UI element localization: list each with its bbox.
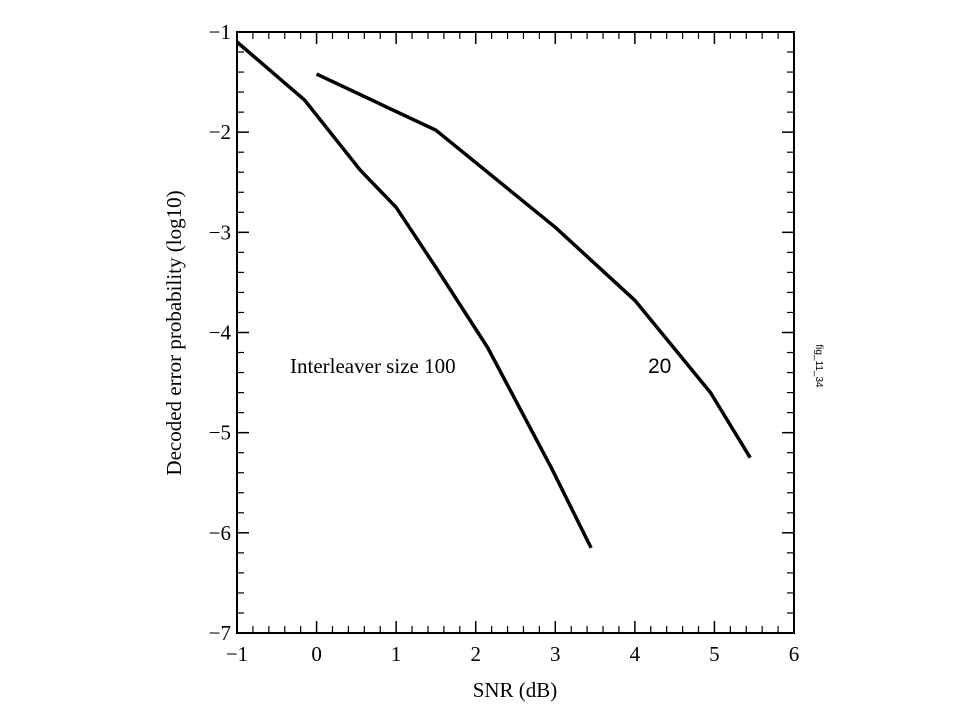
x-tick-label: 4 (630, 642, 641, 666)
tick-marks (236, 31, 795, 634)
series-line-interleaver-20 (315, 72, 752, 459)
y-tick-label: −6 (209, 521, 231, 545)
x-tick-label: 6 (789, 642, 800, 666)
figure-id-label: fig_11_34 (813, 344, 824, 388)
series-line-interleaver-100 (235, 40, 593, 549)
x-tick-label: −1 (226, 642, 248, 666)
y-tick-label: −4 (209, 321, 232, 345)
x-tick-label: 0 (311, 642, 322, 666)
y-tick-label: −2 (209, 120, 231, 144)
y-tick-label: −1 (209, 20, 231, 44)
y-tick-label: −7 (209, 621, 231, 645)
x-tick-label: 1 (391, 642, 402, 666)
x-tick-label: 5 (709, 642, 720, 666)
y-tick-label: −5 (209, 421, 231, 445)
y-tick-labels: −1 −2 −3 −4 −5 −6 −7 (209, 20, 232, 645)
x-tick-label: 3 (550, 642, 561, 666)
y-axis-label: Decoded error probability (log10) (162, 190, 186, 475)
x-axis-label: SNR (dB) (473, 678, 558, 702)
series-group (235, 40, 752, 549)
annotation-interleaver-100: Interleaver size 100 (290, 354, 456, 378)
annotation-interleaver-20: 20 (648, 355, 671, 378)
x-tick-labels: −1 0 1 2 3 4 5 6 (226, 642, 799, 666)
x-tick-label: 2 (470, 642, 481, 666)
y-tick-label: −3 (209, 220, 231, 244)
